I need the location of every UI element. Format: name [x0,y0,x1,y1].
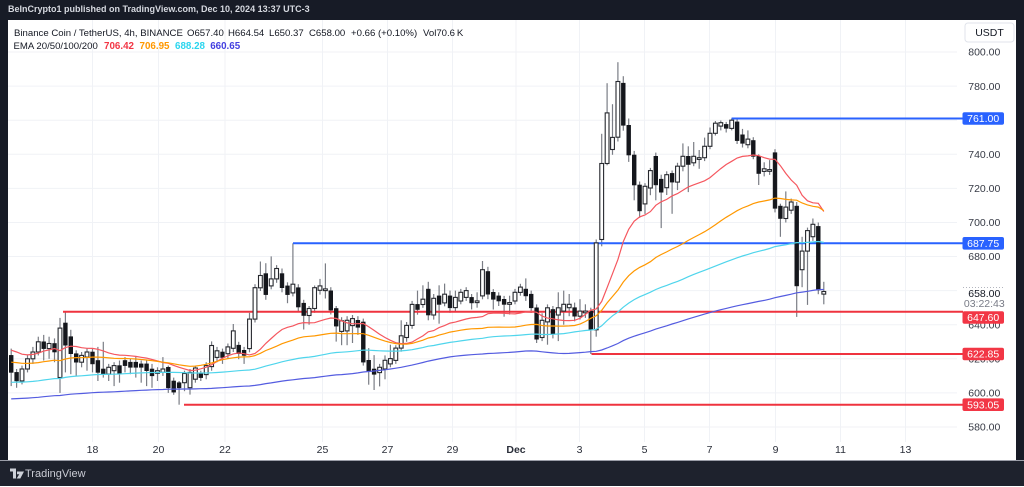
svg-text:USDT: USDT [975,27,1004,39]
svg-text:+0.66 (+0.10%): +0.66 (+0.10%) [351,28,417,39]
svg-text:780.00: 780.00 [968,81,1000,93]
svg-text:706.42: 706.42 [104,41,135,52]
svg-text:761.00: 761.00 [967,113,999,125]
svg-text:5: 5 [642,444,648,456]
svg-text:C658.00: C658.00 [309,28,345,39]
svg-text:22: 22 [219,444,231,456]
svg-text:13: 13 [900,444,912,456]
svg-text:03:22:43: 03:22:43 [964,298,1005,310]
svg-text:3: 3 [577,444,583,456]
svg-text:688.28: 688.28 [175,41,206,52]
svg-text:800.00: 800.00 [968,47,1000,59]
svg-text:580.00: 580.00 [968,422,1000,434]
svg-text:Binance Coin / TetherUS, 4h, B: Binance Coin / TetherUS, 4h, BINANCE [14,28,183,39]
svg-text:25: 25 [317,444,329,456]
svg-text:658.00: 658.00 [968,288,1000,300]
svg-text:L650.37: L650.37 [269,28,304,39]
svg-text:11: 11 [835,444,846,456]
svg-text:622.85: 622.85 [967,349,999,361]
svg-text:7: 7 [707,444,713,456]
svg-text:593.05: 593.05 [967,399,999,411]
svg-text:9: 9 [773,444,779,456]
svg-text:27: 27 [382,444,394,456]
svg-text:687.75: 687.75 [967,238,999,250]
svg-text:Vol70.6 K: Vol70.6 K [423,28,464,39]
svg-text:18: 18 [87,444,99,456]
svg-text:647.60: 647.60 [967,312,999,324]
svg-text:600.00: 600.00 [968,388,1000,400]
svg-text:H664.54: H664.54 [228,28,265,39]
svg-text:680.00: 680.00 [968,251,1000,263]
svg-text:EMA 20/50/100/200: EMA 20/50/100/200 [14,41,98,52]
svg-text:720.00: 720.00 [968,183,1000,195]
svg-text:29: 29 [447,444,459,456]
svg-text:740.00: 740.00 [968,149,1000,161]
svg-text:700.00: 700.00 [968,217,1000,229]
svg-text:O657.40: O657.40 [187,28,224,39]
svg-text:660.65: 660.65 [210,41,241,52]
svg-text:20: 20 [153,444,165,456]
svg-text:Dec: Dec [506,444,525,456]
svg-text:706.95: 706.95 [140,41,171,52]
